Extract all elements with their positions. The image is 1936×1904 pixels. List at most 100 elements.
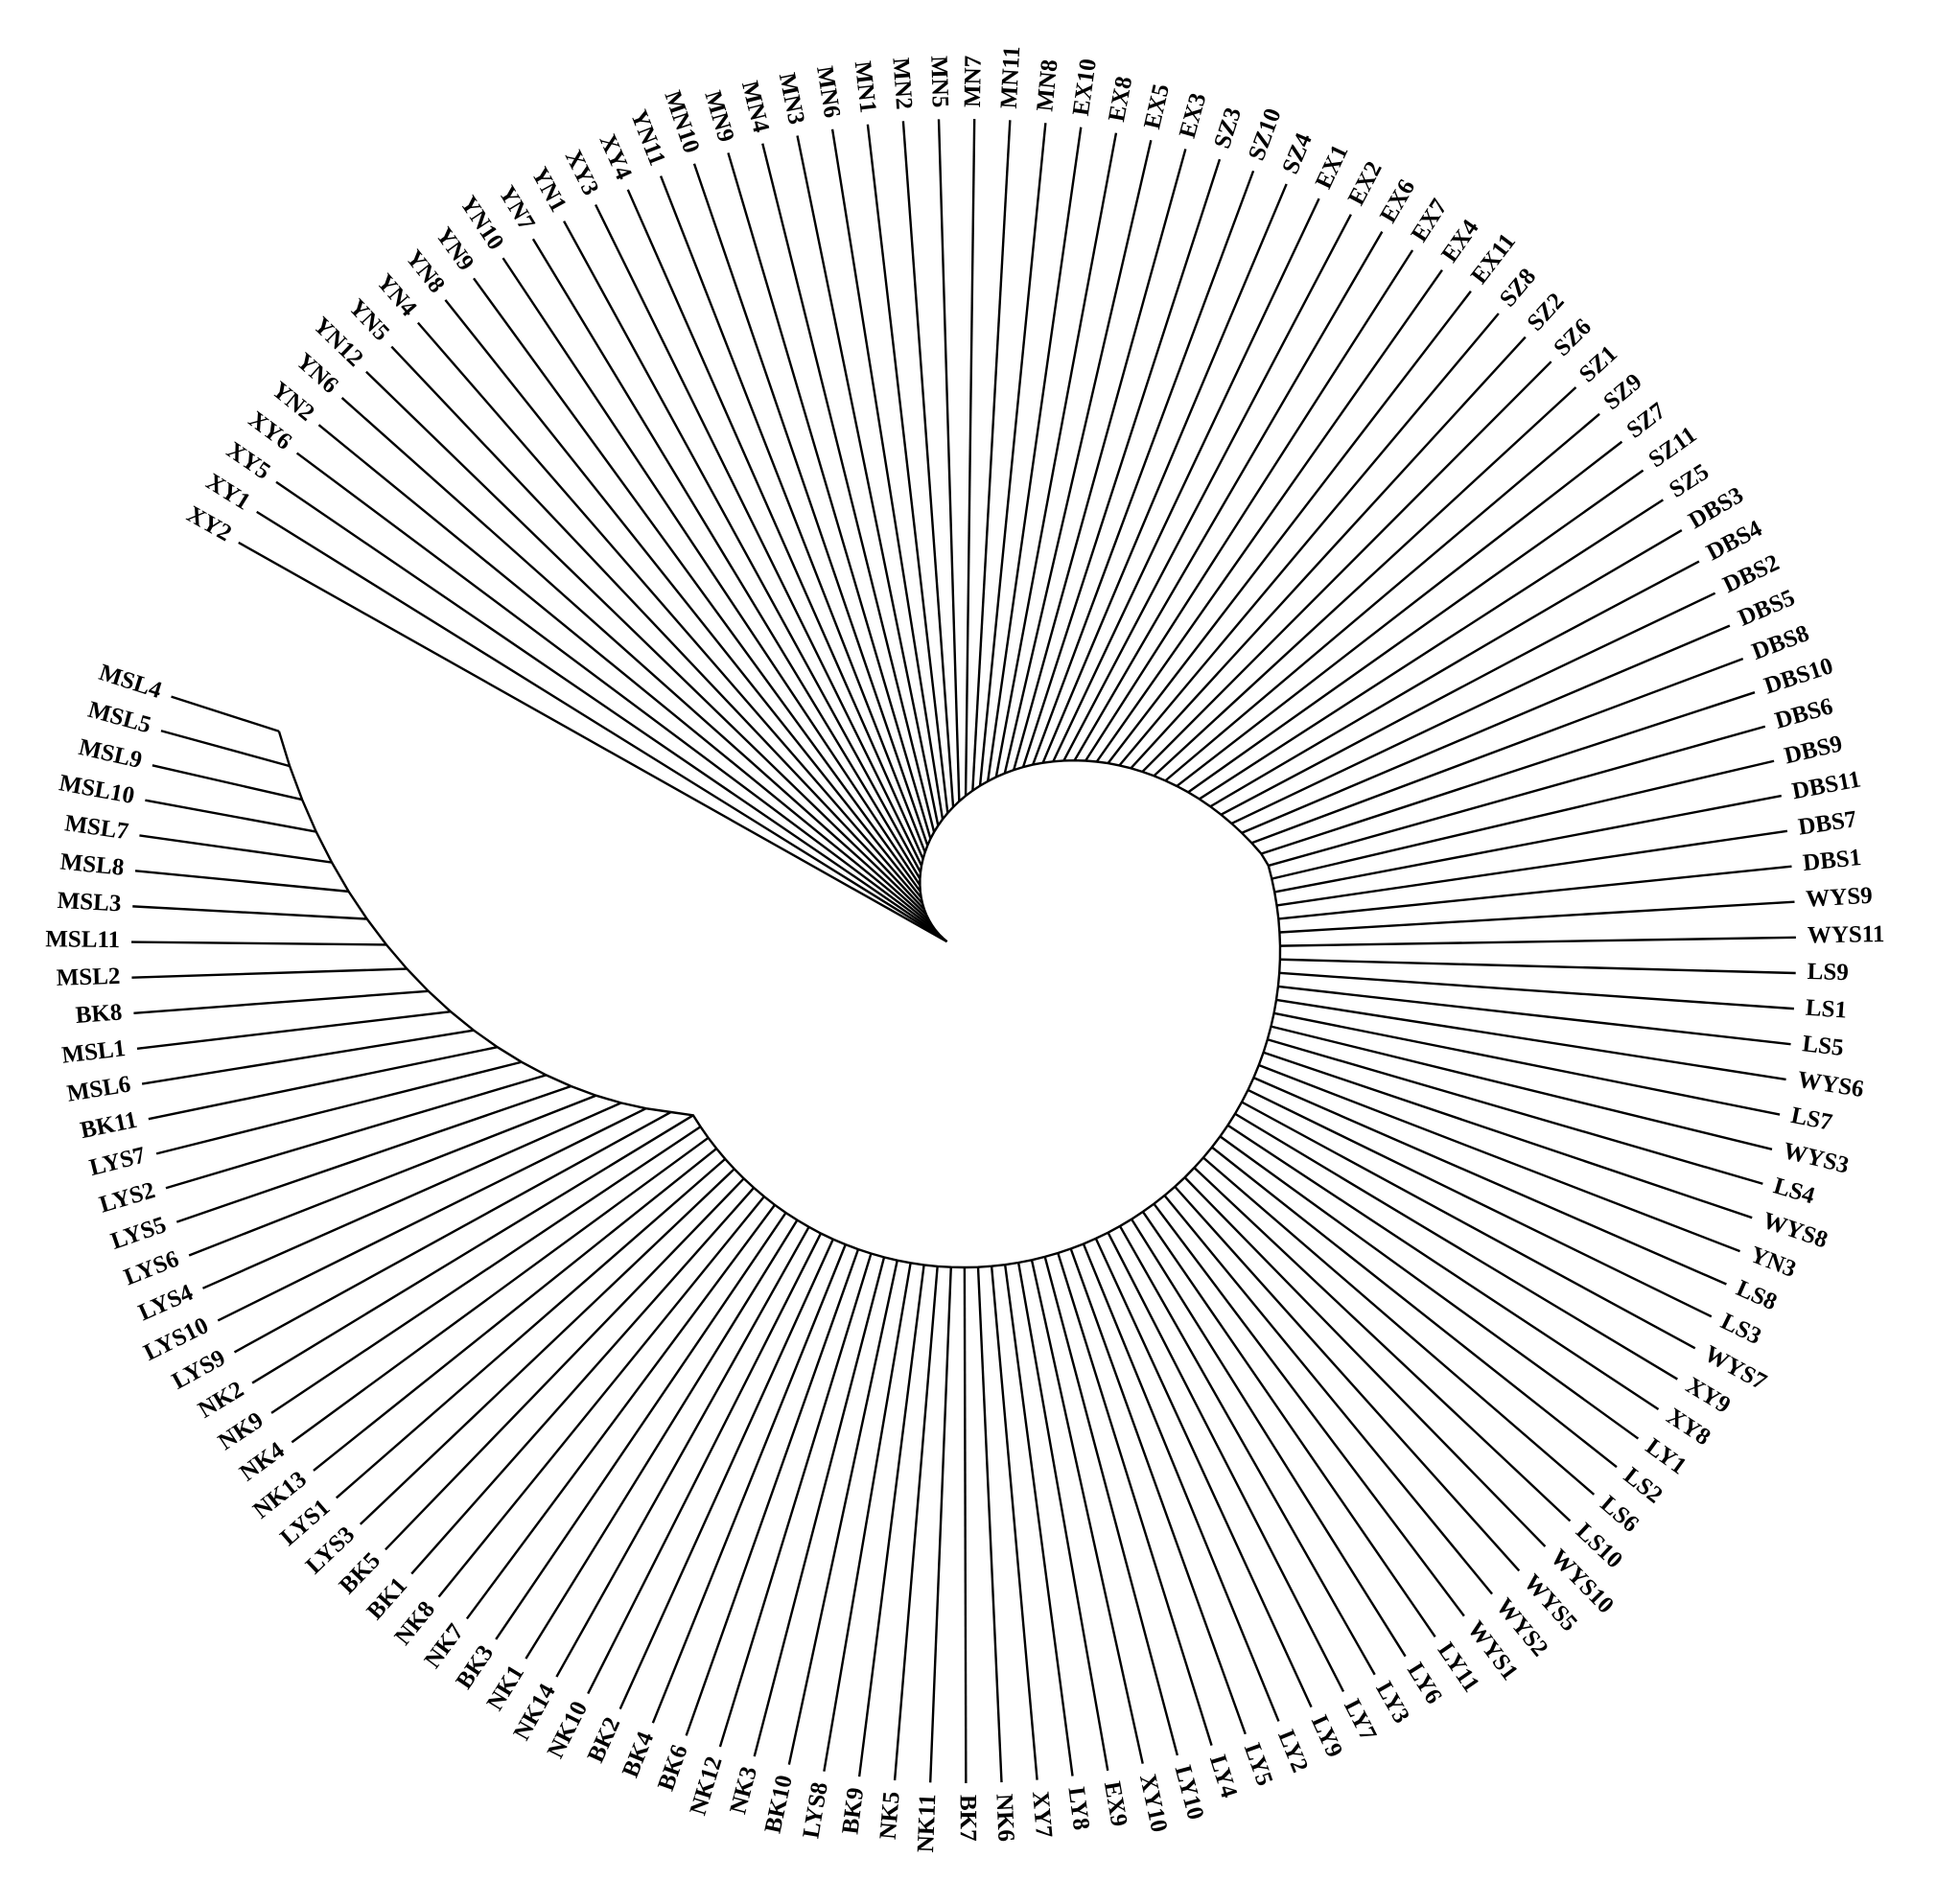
leaf-label: LYS2 bbox=[97, 1177, 158, 1219]
branch bbox=[718, 1253, 873, 1748]
branch bbox=[1003, 139, 1153, 774]
leaf-label: MSL5 bbox=[85, 697, 153, 739]
leaf-label: MN5 bbox=[925, 56, 953, 108]
branch bbox=[134, 870, 349, 894]
leaf-label: NK11 bbox=[913, 1794, 941, 1853]
leaf-label: DBS8 bbox=[1749, 620, 1813, 665]
branch bbox=[1268, 725, 1766, 868]
branch bbox=[1164, 412, 1600, 782]
branch bbox=[761, 143, 936, 833]
leaf-label: XY3 bbox=[560, 146, 604, 199]
branch bbox=[1275, 998, 1786, 1081]
leaf-label: MN2 bbox=[887, 57, 917, 110]
branch bbox=[1118, 1225, 1376, 1676]
branch bbox=[1032, 170, 1255, 766]
branch bbox=[1073, 231, 1384, 761]
branch bbox=[313, 1148, 717, 1472]
leaf-label: DBS10 bbox=[1761, 653, 1836, 700]
leaf-label: MSL10 bbox=[58, 770, 137, 809]
branch bbox=[1193, 1167, 1572, 1522]
leaf-label: BK9 bbox=[837, 1786, 869, 1836]
leaf-label: DBS7 bbox=[1797, 806, 1858, 841]
branch bbox=[291, 1136, 710, 1444]
branch bbox=[685, 1248, 860, 1736]
leaf-label: LYS6 bbox=[121, 1246, 183, 1291]
branch bbox=[1271, 759, 1775, 880]
branch bbox=[618, 1239, 834, 1710]
leaf-label: MN1 bbox=[850, 59, 881, 114]
branch bbox=[1153, 386, 1577, 778]
leaf-label: NK3 bbox=[725, 1764, 762, 1817]
branch bbox=[160, 730, 291, 768]
leaf-label: EX9 bbox=[1099, 1779, 1132, 1828]
leaf-label: MSL1 bbox=[60, 1035, 127, 1069]
leaf-label: LY2 bbox=[1272, 1727, 1313, 1776]
branch bbox=[390, 345, 925, 911]
leaf-label: DBS11 bbox=[1790, 766, 1863, 804]
branch bbox=[256, 510, 944, 940]
branch bbox=[1187, 469, 1644, 794]
branch bbox=[587, 1232, 823, 1695]
leaf-label: MSL8 bbox=[59, 849, 126, 881]
branch bbox=[796, 135, 940, 826]
branch bbox=[444, 299, 922, 899]
branch bbox=[465, 1204, 776, 1620]
branch bbox=[1107, 1232, 1345, 1692]
branch bbox=[823, 1263, 912, 1772]
leaf-label: EX2 bbox=[1343, 157, 1388, 209]
leaf-label: NK12 bbox=[686, 1753, 728, 1819]
leaf-label: LY5 bbox=[1239, 1740, 1278, 1789]
branch bbox=[317, 424, 933, 926]
branch bbox=[964, 119, 976, 797]
branch bbox=[275, 480, 940, 936]
branch bbox=[753, 1257, 886, 1757]
leaf-label: DBS5 bbox=[1735, 585, 1799, 632]
branch bbox=[1250, 657, 1744, 845]
branch bbox=[340, 397, 930, 921]
branch bbox=[136, 1010, 452, 1050]
branch bbox=[1267, 1038, 1763, 1185]
leaf-label: EX8 bbox=[1104, 75, 1137, 124]
branch bbox=[1209, 529, 1683, 808]
branch bbox=[132, 905, 367, 920]
branch bbox=[1141, 1211, 1436, 1637]
branch bbox=[830, 128, 945, 820]
branch bbox=[1183, 1176, 1547, 1547]
branch bbox=[1118, 313, 1500, 767]
branch bbox=[692, 163, 929, 847]
branch bbox=[1174, 1185, 1521, 1572]
branch bbox=[171, 695, 280, 732]
leaf-label: WYS3 bbox=[1781, 1138, 1852, 1179]
leaf-label: MN6 bbox=[811, 64, 845, 120]
branch bbox=[994, 132, 1118, 778]
leaf-label: YN3 bbox=[1747, 1242, 1800, 1283]
branch bbox=[385, 1177, 745, 1551]
leaf-label: BK10 bbox=[760, 1773, 798, 1835]
branch bbox=[990, 1265, 1038, 1780]
branch bbox=[971, 120, 1012, 791]
branch bbox=[987, 127, 1083, 782]
branch bbox=[937, 119, 961, 801]
branch bbox=[1176, 440, 1623, 787]
branch bbox=[501, 257, 921, 887]
branch bbox=[416, 321, 924, 905]
branch bbox=[1153, 1202, 1465, 1617]
leaf-label: YN11 bbox=[625, 106, 670, 169]
leaf-label: NK5 bbox=[875, 1791, 905, 1841]
branch bbox=[727, 152, 932, 840]
leaf-label: EX6 bbox=[1375, 175, 1420, 227]
branch bbox=[1107, 290, 1472, 764]
leaf-label: LY8 bbox=[1062, 1785, 1094, 1831]
leaf-label: BK6 bbox=[653, 1742, 693, 1795]
branch bbox=[1082, 1243, 1280, 1722]
branch bbox=[1211, 1146, 1618, 1469]
leaf-label: MSL7 bbox=[63, 810, 130, 845]
branch bbox=[365, 370, 928, 917]
branch bbox=[1279, 958, 1796, 975]
leaf-label: LS5 bbox=[1801, 1031, 1845, 1061]
leaf-label: BK7 bbox=[955, 1795, 981, 1842]
leaf-label: SZ10 bbox=[1244, 105, 1287, 165]
branch bbox=[525, 1219, 799, 1660]
branch bbox=[651, 1243, 847, 1724]
leaf-label: XY7 bbox=[1027, 1790, 1057, 1839]
